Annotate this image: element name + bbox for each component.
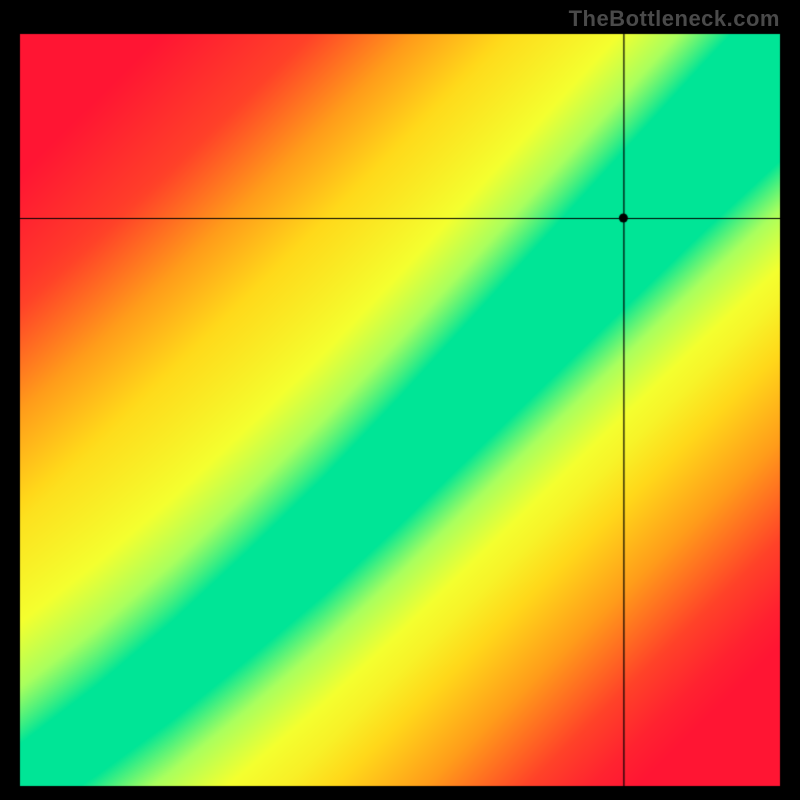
chart-wrapper: TheBottleneck.com bbox=[0, 0, 800, 800]
watermark-text: TheBottleneck.com bbox=[569, 6, 780, 32]
bottleneck-heatmap bbox=[0, 0, 800, 800]
